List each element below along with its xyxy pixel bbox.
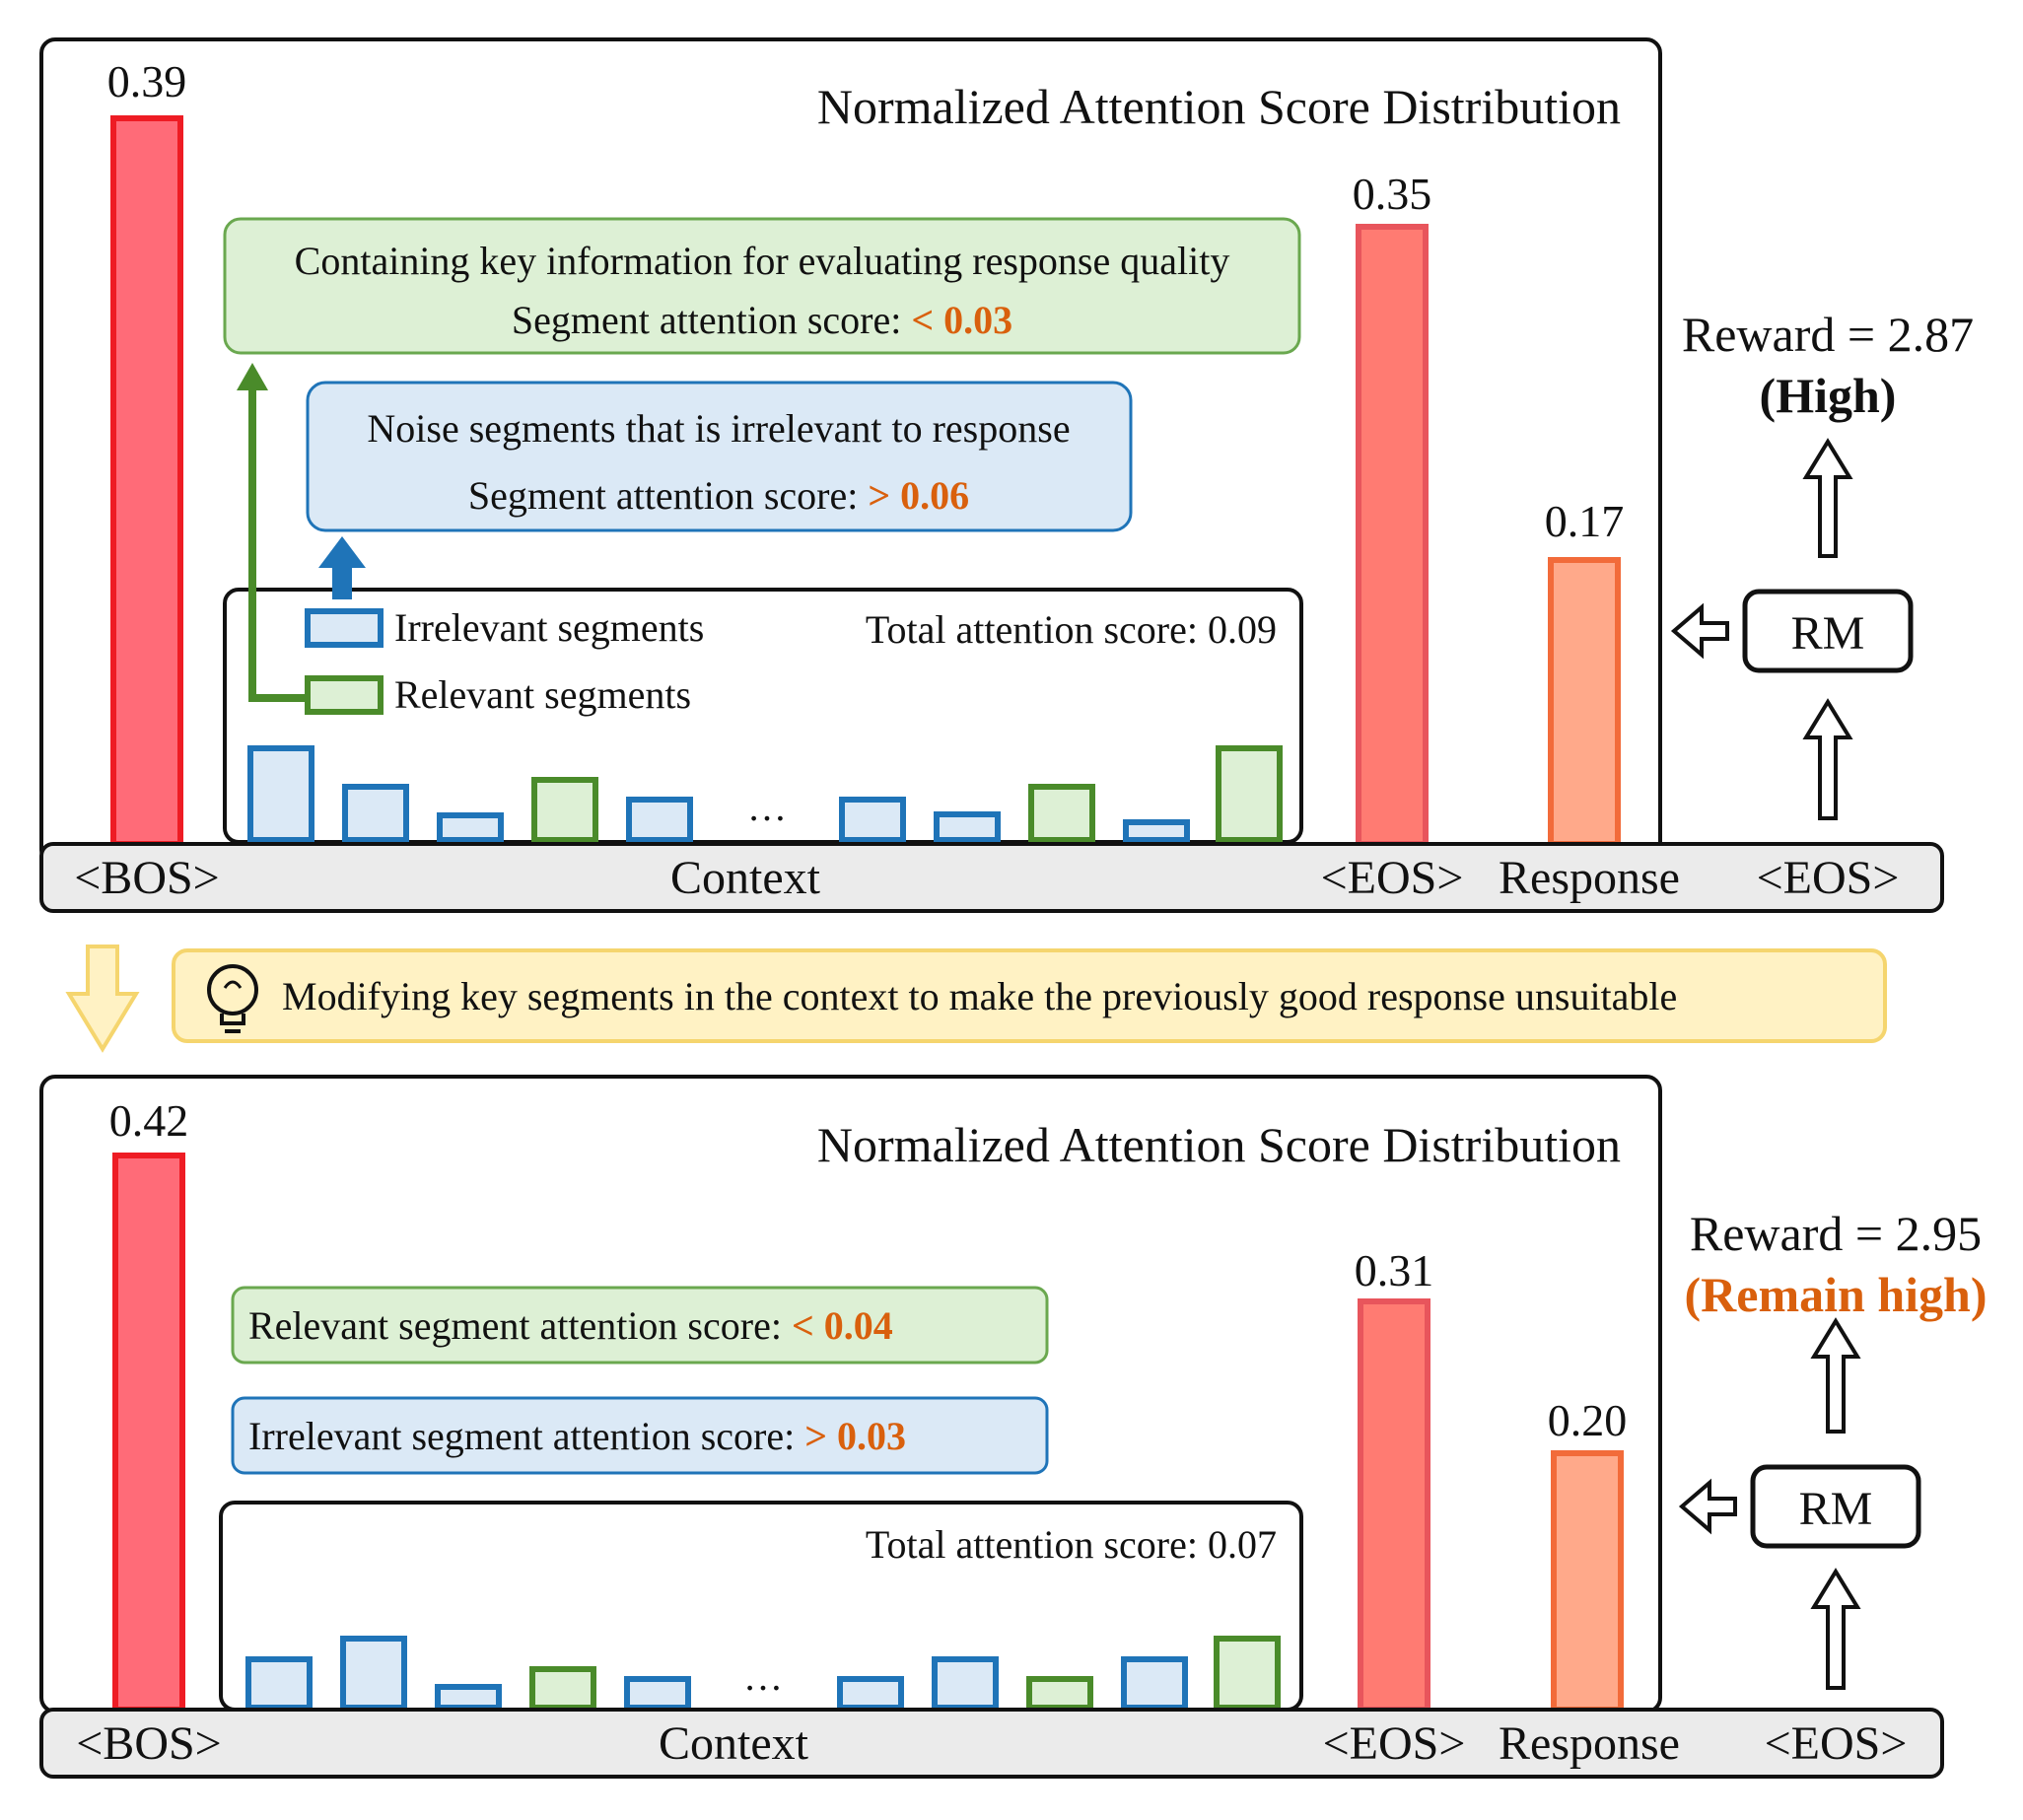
- irrelevant-score-box: [231, 1396, 1049, 1475]
- eos-bar: [1358, 1298, 1430, 1713]
- irrelevant-segment-bar: [932, 1656, 999, 1711]
- irrelevant-segment-bar: [626, 797, 693, 843]
- bos-bar-value: 0.42: [109, 1095, 189, 1146]
- blue-up-arrow: [318, 536, 366, 599]
- legend-irrelevant-label: Irrelevant segments: [394, 605, 704, 650]
- total-attention-label: Total attention score: 0.09: [866, 607, 1277, 652]
- axis-bos: <BOS>: [74, 852, 220, 904]
- hollow-arrow-up-upper: [1810, 1317, 1861, 1434]
- axis-band: [39, 842, 1944, 913]
- hollow-arrow-up-lower: [1810, 1568, 1861, 1690]
- lightbulb-icon: [207, 964, 258, 1033]
- irrelevant-segment-bar: [342, 784, 409, 843]
- hollow-arrow-up-lower: [1802, 698, 1853, 820]
- axis-eos: <EOS>: [1323, 1717, 1466, 1770]
- irrelevant-segment-bar: [247, 745, 314, 843]
- hollow-arrow-up-upper: [1802, 438, 1853, 558]
- bos-bar: [110, 115, 183, 847]
- eos-bar: [1356, 224, 1429, 847]
- hollow-arrow-left: [1670, 602, 1729, 660]
- axis-eos2: <EOS>: [1757, 852, 1900, 904]
- segment-ellipsis: …: [743, 1654, 783, 1699]
- irrelevant-segment-bar: [839, 797, 906, 843]
- down-arrow-icon: [65, 945, 140, 1053]
- irrelevant-info-line1: Noise segments that is irrelevant to res…: [367, 406, 1070, 451]
- axis-bos: <BOS>: [76, 1717, 222, 1770]
- irrelevant-segment-bar: [340, 1636, 407, 1711]
- bos-bar-value: 0.39: [107, 56, 187, 106]
- irrelevant-segment-bar: [1123, 819, 1190, 843]
- axis-context: Context: [659, 1717, 809, 1770]
- irrelevant-segment-bar: [934, 811, 1001, 843]
- segment-bars-bottom: [245, 1636, 1281, 1711]
- rm-box: [1750, 1464, 1921, 1549]
- rm-label: RM: [1791, 607, 1865, 660]
- axis-eos2: <EOS>: [1765, 1717, 1908, 1770]
- relevant-segment-bar: [1028, 784, 1095, 843]
- bos-bar: [112, 1153, 185, 1713]
- relevant-segment-bar: [1214, 1636, 1281, 1711]
- eos-bar-value: 0.35: [1353, 169, 1432, 219]
- relevant-info-line2: Segment attention score: < 0.03: [512, 298, 1012, 342]
- legend-relevant-swatch: [305, 675, 384, 715]
- axis-context: Context: [670, 852, 821, 904]
- green-connector-arrow: [237, 363, 308, 702]
- relevant-score-text: Relevant segment attention score: < 0.04: [248, 1303, 893, 1348]
- relevant-segment-bar: [529, 1666, 596, 1711]
- irrelevant-info-box: [306, 381, 1133, 532]
- relevant-segment-bar: [1216, 745, 1283, 843]
- response-bar: [1548, 557, 1621, 847]
- rm-label: RM: [1799, 1483, 1873, 1535]
- legend-relevant-label: Relevant segments: [394, 672, 691, 717]
- relevant-info-line1: Containing key information for evaluatin…: [295, 239, 1230, 283]
- hint-box: [172, 948, 1887, 1043]
- rm-box: [1742, 589, 1914, 673]
- panel-top: Normalized Attention Score Distribution …: [39, 37, 1974, 913]
- hint-text: Modifying key segments in the context to…: [282, 974, 1677, 1018]
- panel-bottom: Normalized Attention Score Distribution …: [39, 1075, 1988, 1779]
- response-bar-value: 0.20: [1548, 1395, 1628, 1445]
- reward-value: Reward = 2.95: [1690, 1206, 1982, 1261]
- axis-band: [39, 1708, 1944, 1779]
- reward-value: Reward = 2.87: [1682, 307, 1974, 362]
- irrelevant-segment-bar: [624, 1676, 691, 1711]
- irrelevant-score-text: Irrelevant segment attention score: > 0.…: [248, 1414, 906, 1458]
- irrelevant-segment-bar: [437, 812, 504, 843]
- relevant-segment-bar: [531, 777, 598, 843]
- irrelevant-info-line2: Segment attention score: > 0.06: [468, 473, 969, 518]
- eos-bar-value: 0.31: [1355, 1245, 1434, 1295]
- hollow-arrow-left: [1678, 1478, 1737, 1535]
- response-bar: [1551, 1450, 1624, 1713]
- segment-ellipsis: …: [747, 785, 787, 829]
- relevant-info-box: [223, 217, 1301, 355]
- panel-top-title: Normalized Attention Score Distribution: [817, 79, 1621, 134]
- axis-response: Response: [1499, 1717, 1680, 1770]
- transition-row: Modifying key segments in the context to…: [65, 945, 1887, 1053]
- relevant-score-box: [231, 1286, 1049, 1365]
- axis-eos: <EOS>: [1321, 852, 1464, 904]
- irrelevant-segment-bar: [245, 1656, 313, 1711]
- legend-irrelevant-swatch: [305, 608, 384, 648]
- axis-response: Response: [1499, 852, 1680, 904]
- irrelevant-segment-bar: [1121, 1656, 1188, 1711]
- response-bar-value: 0.17: [1545, 496, 1625, 546]
- reward-note: (High): [1760, 368, 1897, 423]
- segment-bars-top: [247, 745, 1283, 843]
- reward-note: (Remain high): [1685, 1267, 1988, 1322]
- irrelevant-segment-bar: [435, 1684, 502, 1711]
- irrelevant-segment-bar: [837, 1676, 904, 1711]
- panel-bottom-title: Normalized Attention Score Distribution: [817, 1117, 1621, 1172]
- relevant-segment-bar: [1026, 1676, 1093, 1711]
- total-attention-label: Total attention score: 0.07: [866, 1522, 1277, 1567]
